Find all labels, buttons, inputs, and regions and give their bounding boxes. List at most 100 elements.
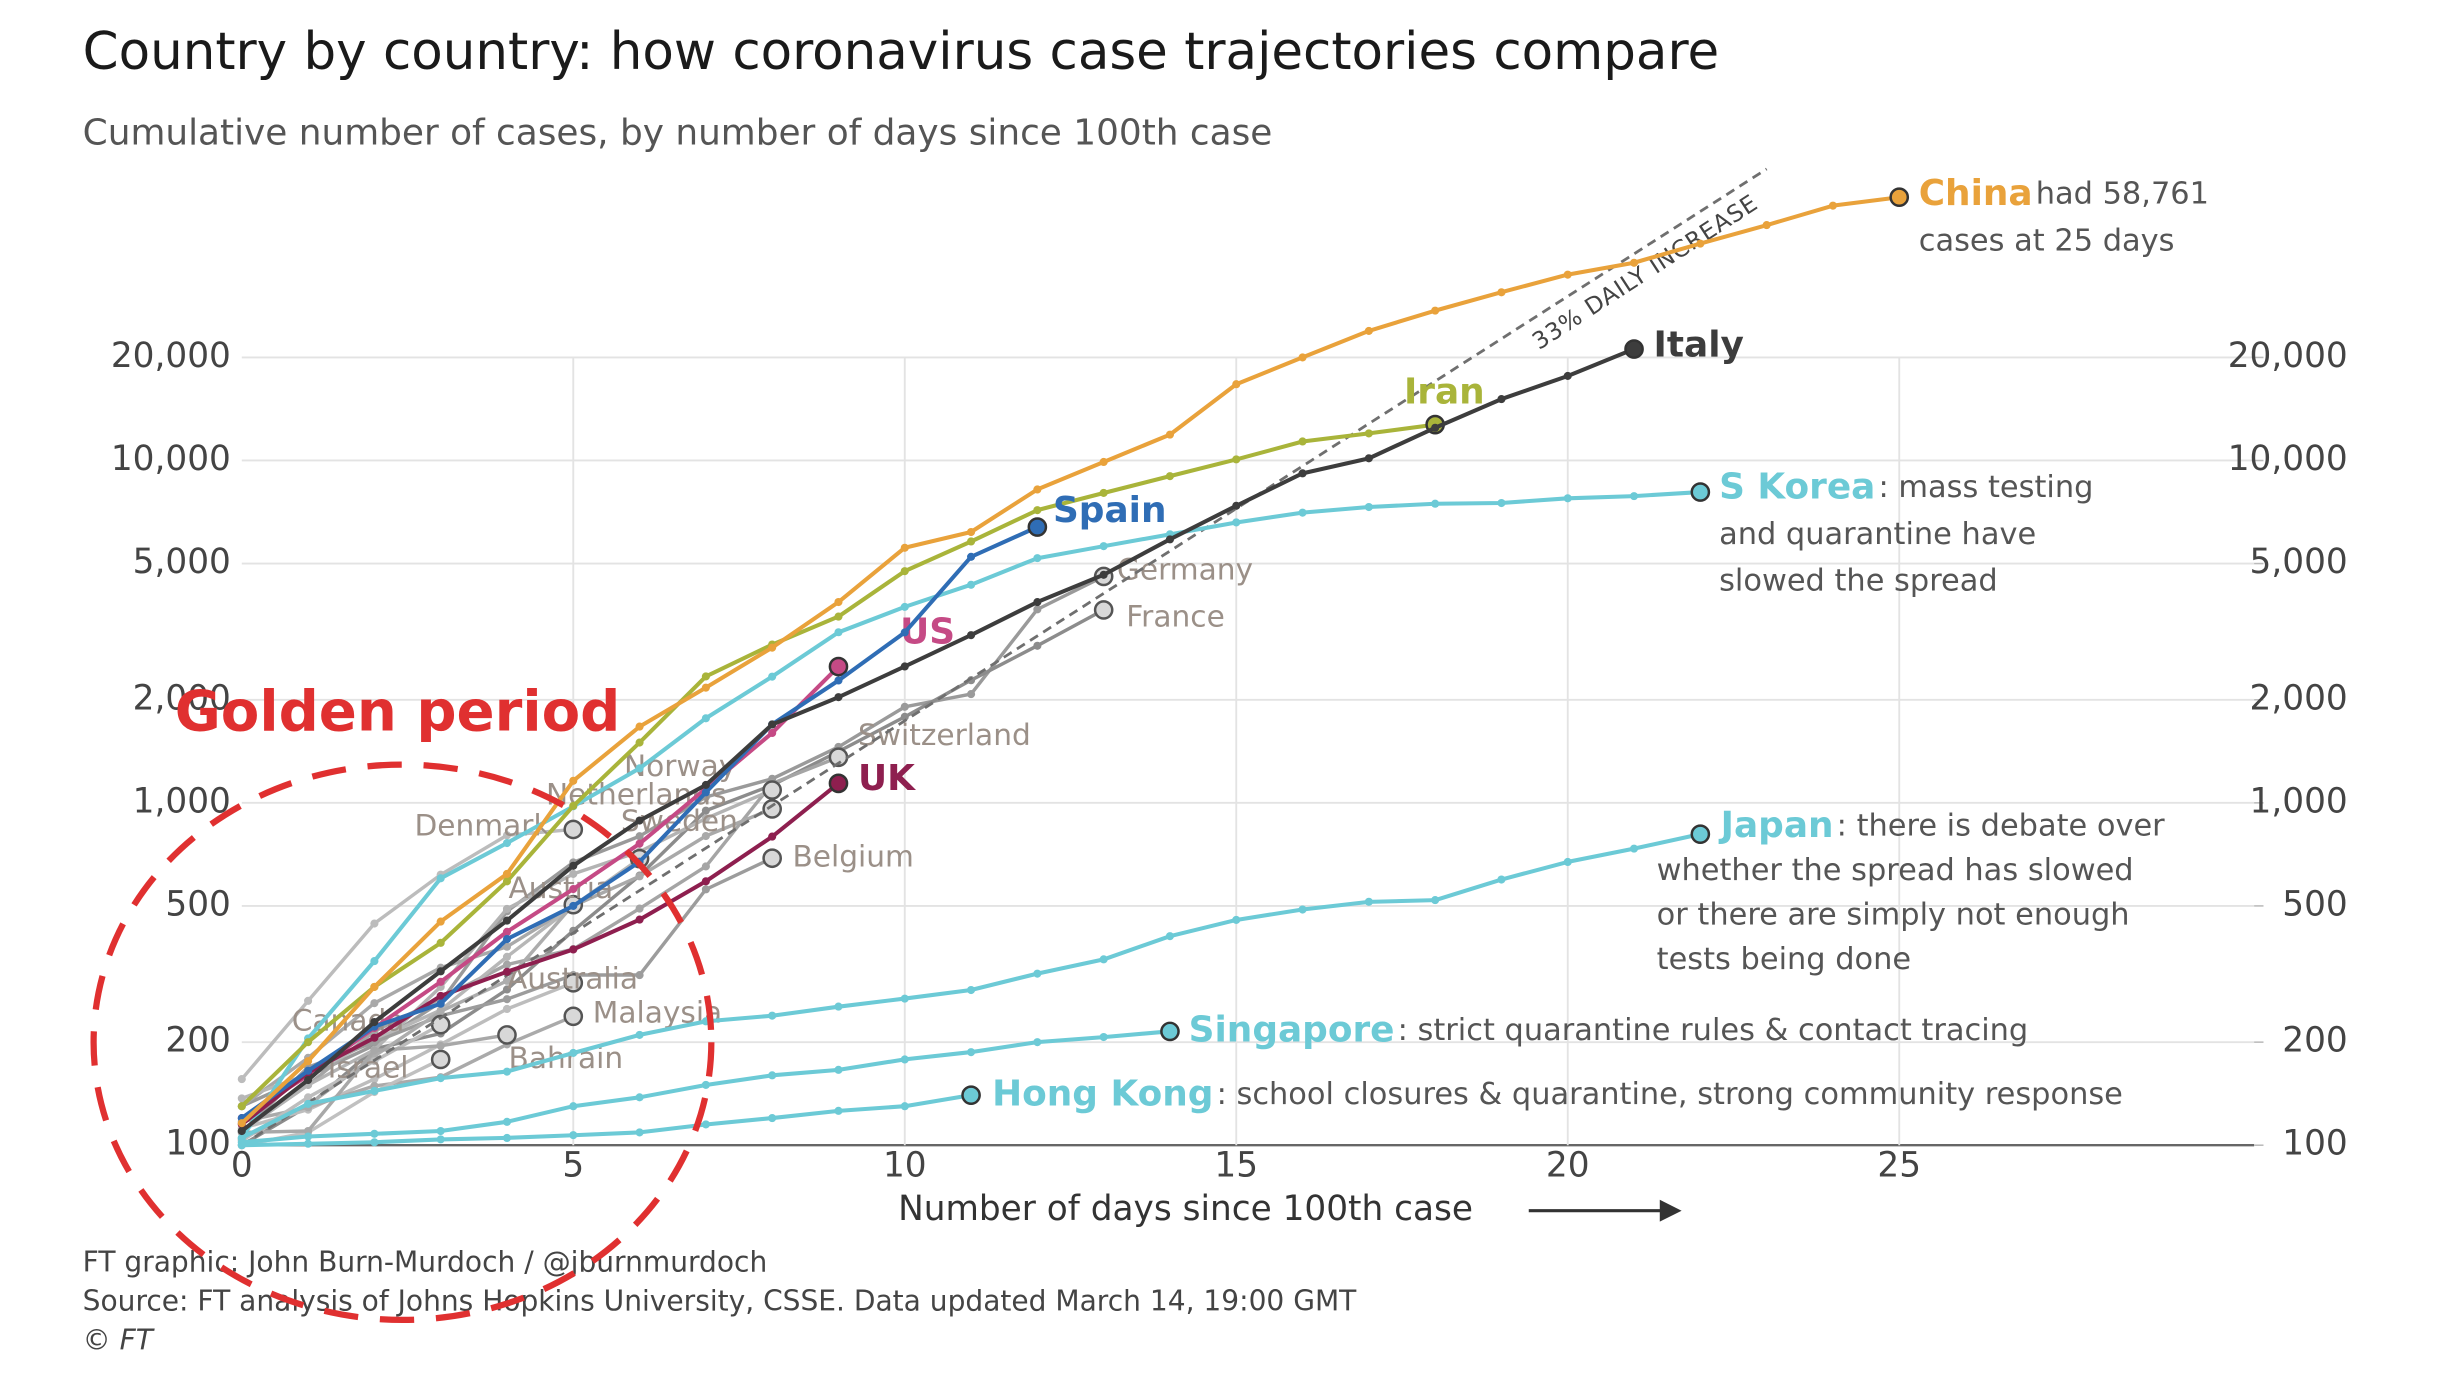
data-point bbox=[569, 1131, 578, 1140]
data-point bbox=[1099, 542, 1108, 551]
data-point bbox=[701, 788, 710, 797]
data-point bbox=[900, 712, 909, 721]
x-tick-label: 20 bbox=[1546, 1146, 1590, 1186]
data-point bbox=[834, 1002, 843, 1011]
data-point bbox=[635, 832, 644, 841]
end-point bbox=[563, 819, 584, 840]
data-point bbox=[1364, 326, 1373, 335]
data-point bbox=[502, 839, 512, 848]
end-point bbox=[1093, 600, 1114, 620]
data-point bbox=[502, 831, 512, 840]
data-point bbox=[900, 543, 909, 552]
data-point bbox=[1099, 570, 1108, 579]
data-point bbox=[436, 967, 445, 976]
data-point bbox=[1563, 270, 1572, 279]
series-label: Italy bbox=[1654, 325, 1744, 366]
data-point bbox=[1431, 896, 1440, 905]
data-point bbox=[502, 877, 512, 886]
y2-tick-label: 20,000 bbox=[2228, 336, 2348, 376]
series-note: slowed the spread bbox=[1719, 564, 1998, 599]
data-point bbox=[1099, 488, 1108, 497]
series-label: Switzerland bbox=[858, 717, 1031, 752]
data-point bbox=[1298, 508, 1307, 517]
data-point bbox=[370, 1086, 379, 1096]
y-tick-label: 10,000 bbox=[111, 439, 231, 479]
data-point bbox=[1033, 1038, 1042, 1047]
series-line bbox=[241, 1093, 972, 1148]
data-point bbox=[370, 1129, 379, 1138]
end-point bbox=[1160, 1021, 1180, 1042]
data-point bbox=[370, 982, 379, 991]
data-point bbox=[768, 1071, 777, 1080]
data-point bbox=[1629, 844, 1639, 853]
data-point bbox=[834, 628, 843, 637]
y-tick-label: 2,000 bbox=[133, 678, 231, 718]
y-tick-label: 200 bbox=[165, 1021, 230, 1061]
data-point bbox=[436, 917, 445, 926]
data-point bbox=[701, 806, 710, 815]
data-point bbox=[900, 567, 909, 576]
data-point bbox=[237, 1075, 246, 1084]
data-point bbox=[237, 1102, 246, 1111]
data-point bbox=[967, 1048, 976, 1057]
end-point bbox=[762, 848, 783, 869]
data-point bbox=[701, 672, 710, 681]
y2-tick-label: 2,000 bbox=[2250, 678, 2348, 718]
y2-tick-label: 5,000 bbox=[2250, 542, 2348, 582]
end-point bbox=[563, 973, 584, 993]
data-point bbox=[304, 1132, 313, 1141]
data-point bbox=[1696, 239, 1705, 248]
data-point bbox=[1033, 969, 1042, 978]
end-point bbox=[1889, 187, 1910, 208]
data-point bbox=[701, 1120, 710, 1129]
series-label: Belgium bbox=[792, 839, 913, 874]
data-point bbox=[237, 1126, 246, 1136]
data-point bbox=[635, 1030, 644, 1039]
end-point bbox=[1027, 517, 1048, 537]
data-point bbox=[436, 938, 445, 947]
data-point bbox=[1033, 506, 1042, 515]
y-tick-label: 20,000 bbox=[111, 336, 231, 376]
series-label: Hong Kong bbox=[992, 1073, 1213, 1114]
data-point bbox=[900, 662, 909, 671]
x-tick-label: 5 bbox=[562, 1146, 584, 1186]
data-point bbox=[502, 904, 512, 913]
data-point bbox=[900, 702, 909, 711]
data-point bbox=[967, 527, 976, 537]
data-point bbox=[569, 901, 578, 910]
y-tick-label: 500 bbox=[165, 884, 230, 924]
data-point bbox=[1629, 258, 1639, 267]
data-point bbox=[834, 1065, 843, 1074]
data-point bbox=[834, 597, 843, 607]
end-point bbox=[1624, 339, 1644, 359]
data-point bbox=[967, 580, 976, 589]
series-note: whether the spread has slowed bbox=[1657, 853, 2134, 888]
series-label: UK bbox=[858, 758, 916, 799]
end-point bbox=[563, 1006, 584, 1027]
data-point bbox=[967, 552, 976, 561]
data-point bbox=[900, 1102, 909, 1111]
series-line bbox=[240, 347, 1635, 1133]
data-point bbox=[436, 999, 445, 1008]
data-point bbox=[569, 801, 578, 810]
data-point bbox=[1033, 641, 1042, 650]
series-line bbox=[240, 608, 1105, 1147]
data-point bbox=[370, 1017, 379, 1027]
data-point bbox=[304, 1093, 313, 1102]
data-point bbox=[304, 1099, 313, 1108]
data-point bbox=[370, 1033, 379, 1042]
data-point bbox=[370, 1138, 379, 1147]
data-point bbox=[1165, 472, 1175, 481]
data-point bbox=[635, 839, 644, 848]
chart-title: Country by country: how coronavirus case… bbox=[83, 22, 1719, 82]
series-note: : strict quarantine rules & contact trac… bbox=[1398, 1013, 2029, 1048]
y2-tick-label: 200 bbox=[2282, 1021, 2347, 1061]
data-point bbox=[1033, 605, 1042, 614]
data-point bbox=[304, 1038, 313, 1047]
reference-line bbox=[241, 167, 1768, 1147]
data-point bbox=[1298, 469, 1307, 478]
data-point bbox=[237, 1094, 246, 1103]
data-point bbox=[701, 831, 710, 841]
